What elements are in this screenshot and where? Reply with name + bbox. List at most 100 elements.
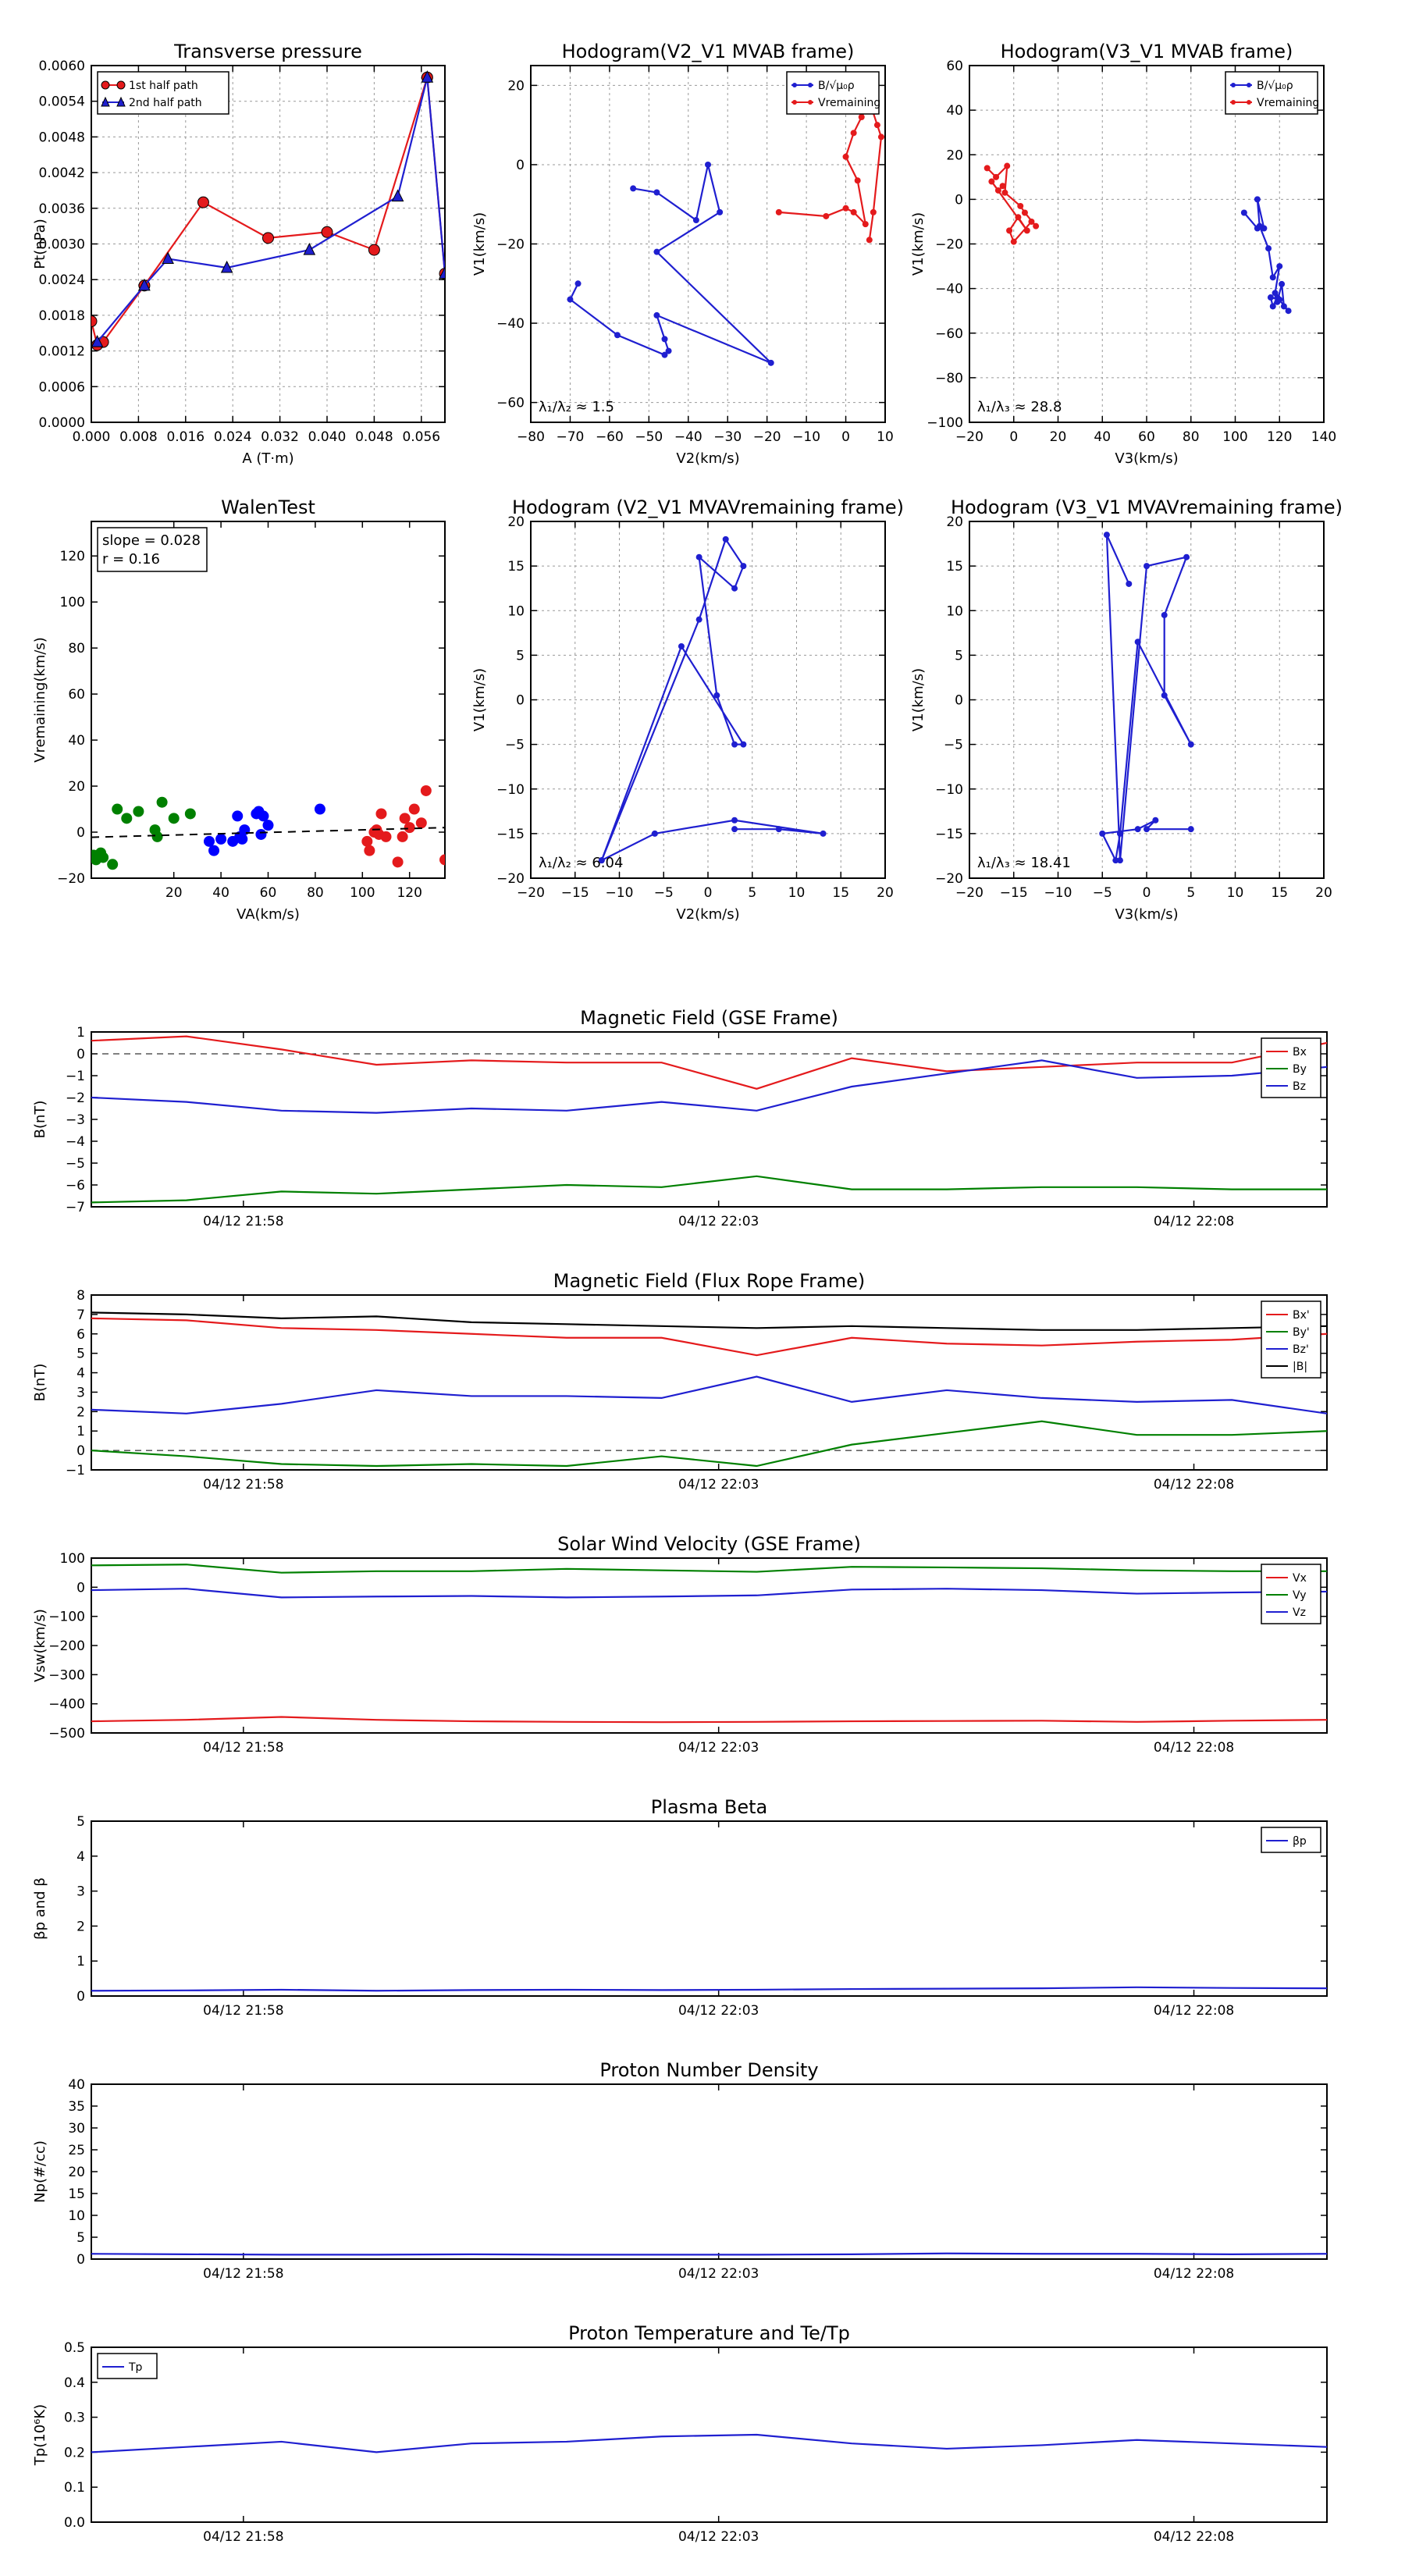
- x-tick-label: −80: [517, 429, 545, 445]
- data-point: [740, 741, 747, 748]
- annotation-text: r = 0.16: [102, 551, 160, 568]
- x-tick-label: 5: [1186, 885, 1195, 901]
- data-point: [1004, 162, 1011, 169]
- chart-walen: 20 40 60 80 100 120 −20 0 20 40 60 80 100 120 WalenTes…: [32, 496, 446, 923]
- x-tick-label: 0.024: [214, 429, 252, 445]
- x-tick-label: −70: [556, 429, 584, 445]
- legend-box: [97, 71, 229, 115]
- y-tick-label: 40: [68, 2077, 85, 2093]
- y-tick-label: 0: [516, 158, 525, 173]
- data-point: [1269, 303, 1276, 310]
- legend: Bx By Bz: [1261, 1037, 1321, 1098]
- y-tick-label: 40: [946, 103, 963, 119]
- y-tick-label: −40: [496, 316, 525, 332]
- y-tick-label: −200: [48, 1638, 85, 1654]
- x-tick-label: −15: [561, 885, 589, 901]
- y-tick-label: −100: [48, 1610, 85, 1625]
- series-line-by-: [91, 1420, 1327, 1468]
- y-tick-label: −20: [935, 871, 963, 887]
- x-tick-label: 100: [1222, 429, 1247, 445]
- series-line-tp: [91, 2433, 1327, 2453]
- y-tick-label: −6: [66, 1178, 85, 1194]
- series-line-vremaining: [778, 98, 883, 240]
- data-point: [232, 810, 244, 822]
- y-tick-label: 5: [76, 2230, 85, 2246]
- x-tick-label: 04/12 22:03: [678, 2003, 759, 2019]
- legend-box: [1225, 71, 1318, 115]
- chart-hodo4: −20 −15 −10 −5 0 5 10 15 20−20−15−10−505101520Ho…: [910, 496, 1343, 923]
- legend-label: Vz: [1293, 1606, 1306, 1619]
- annotation-text: λ₁/λ₃ ≈ 18.41: [977, 855, 1071, 871]
- y-tick-label: 20: [68, 779, 85, 795]
- y-tick-label: 0.5: [64, 2340, 85, 2356]
- chart-title: Hodogram(V2_V1 MVAB frame): [562, 41, 855, 62]
- data-point: [1161, 692, 1168, 699]
- y-tick-label: −80: [935, 371, 963, 386]
- legend-marker: [1231, 83, 1236, 87]
- data-point: [375, 808, 387, 820]
- x-tick-label: 40: [212, 885, 229, 901]
- data-point: [775, 826, 782, 833]
- x-tick-label: 04/12 22:03: [678, 1477, 759, 1493]
- data-point: [678, 642, 685, 649]
- y-tick-label: 30: [68, 2121, 85, 2137]
- x-tick-label: 04/12 22:03: [678, 2529, 759, 2545]
- x-tick-label: 10: [1227, 885, 1244, 901]
- series-line-bz-: [91, 1375, 1327, 1414]
- x-tick-label: 100: [350, 885, 375, 901]
- legend-marker: [116, 96, 126, 107]
- x-tick-label: 04/12 22:08: [1154, 2003, 1234, 2019]
- y-tick-label: 5: [955, 648, 963, 664]
- data-point: [842, 205, 849, 212]
- x-tick-label: 20: [877, 885, 894, 901]
- y-tick-label: −20: [496, 871, 525, 887]
- data-point: [988, 178, 995, 185]
- x-axis-label: A (T·m): [242, 450, 293, 467]
- x-tick-label: 80: [1183, 429, 1200, 445]
- legend-label: B/√μ₀ρ: [1257, 80, 1293, 92]
- x-tick-label: 04/12 22:03: [678, 1214, 759, 1229]
- annotation-box: [97, 527, 208, 572]
- y-tick-label: −2: [66, 1091, 85, 1106]
- data-point: [156, 796, 168, 808]
- series-line-bz: [91, 1059, 1327, 1114]
- data-point: [842, 153, 849, 160]
- chart-hodo2: −20 0 20 40 60 80 100 120 140 −100 −80 −60 −40 −20 0 20…: [910, 41, 1336, 467]
- data-point: [168, 813, 180, 824]
- series-line-b-: [1243, 199, 1289, 311]
- y-tick-label: 0.0042: [39, 165, 85, 181]
- series-line-0: [91, 2252, 1327, 2256]
- x-tick-label: 04/12 21:58: [203, 1740, 283, 1756]
- chart-title: Hodogram (V3_V1 MVAVremaining frame): [951, 496, 1343, 518]
- x-tick-label: −30: [713, 429, 742, 445]
- y-tick-label: 10: [68, 2208, 85, 2224]
- legend-label: Bx: [1293, 1046, 1307, 1059]
- data-point: [717, 208, 724, 215]
- data-point: [1183, 553, 1190, 560]
- y-tick-label: 4: [76, 1849, 85, 1865]
- y-tick-label: 0.3: [64, 2411, 85, 2426]
- data-point: [1021, 209, 1028, 216]
- x-tick-label: 04/12 22:03: [678, 2266, 759, 2282]
- legend-label: Bz: [1293, 1080, 1306, 1093]
- y-tick-label: −40: [935, 282, 963, 297]
- y-tick-label: 6: [76, 1327, 85, 1343]
- y-axis-label: V1(km/s): [910, 212, 927, 276]
- chart-title: Hodogram(V3_V1 MVAB frame): [1001, 41, 1293, 62]
- data-point: [392, 856, 404, 868]
- y-axis-label: βp and β: [32, 1877, 48, 1940]
- legend-marker: [792, 83, 797, 87]
- y-axis-label: V1(km/s): [471, 212, 488, 276]
- legend-label: Bx': [1293, 1309, 1310, 1322]
- data-point: [1285, 308, 1292, 315]
- legend: βp: [1261, 1827, 1321, 1853]
- legend-label: |B|: [1293, 1361, 1307, 1373]
- legend-marker: [1231, 100, 1236, 105]
- data-point: [1276, 296, 1283, 303]
- x-axis-label: VA(km/s): [237, 906, 300, 923]
- y-tick-label: −20: [935, 237, 963, 253]
- x-tick-label: 0.008: [119, 429, 158, 445]
- y-tick-label: 40: [68, 733, 85, 749]
- data-point: [91, 315, 98, 328]
- data-point: [692, 217, 699, 224]
